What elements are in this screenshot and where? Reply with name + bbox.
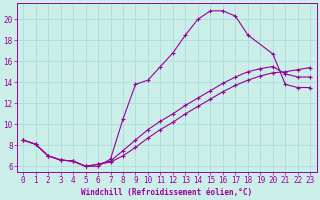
X-axis label: Windchill (Refroidissement éolien,°C): Windchill (Refroidissement éolien,°C) — [81, 188, 252, 197]
